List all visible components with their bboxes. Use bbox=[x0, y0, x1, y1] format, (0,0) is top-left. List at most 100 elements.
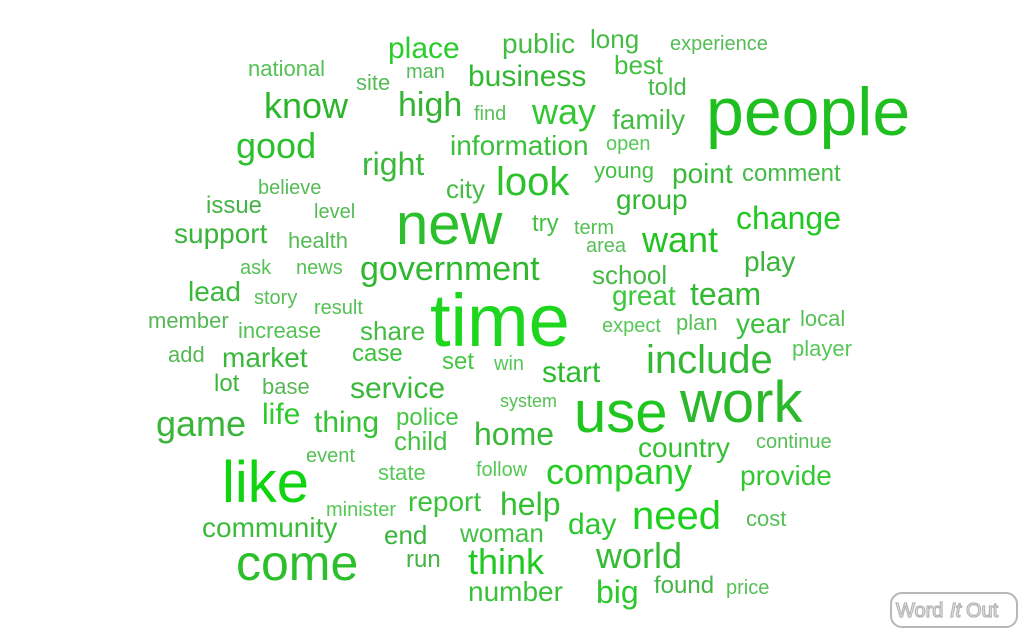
word-like: like bbox=[222, 450, 310, 515]
word-point: point bbox=[672, 158, 733, 189]
word-ask: ask bbox=[240, 257, 272, 279]
word-service: service bbox=[350, 372, 446, 405]
word-try: try bbox=[532, 210, 559, 237]
word-know: know bbox=[264, 85, 349, 126]
word-result: result bbox=[314, 297, 363, 319]
word-expect: expect bbox=[602, 315, 661, 337]
word-work: work bbox=[680, 370, 803, 435]
word-price: price bbox=[726, 577, 770, 599]
word-system: system bbox=[500, 391, 558, 411]
word-company: company bbox=[546, 451, 693, 492]
word-big: big bbox=[596, 574, 639, 610]
word-school: school bbox=[592, 260, 668, 290]
word-lead: lead bbox=[188, 276, 241, 307]
word-right: right bbox=[362, 146, 425, 182]
word-include: include bbox=[646, 338, 773, 382]
word-player: player bbox=[792, 336, 852, 361]
word-market: market bbox=[222, 342, 308, 373]
word-good: good bbox=[236, 125, 317, 166]
word-minister: minister bbox=[326, 499, 397, 521]
word-think: think bbox=[468, 541, 545, 582]
word-change: change bbox=[736, 200, 841, 236]
word-police: police bbox=[396, 404, 459, 431]
word-home: home bbox=[474, 416, 555, 452]
word-world: world bbox=[596, 535, 683, 576]
word-child: child bbox=[394, 426, 448, 456]
word-story: story bbox=[254, 287, 298, 309]
word-best: best bbox=[614, 50, 664, 80]
word-community: community bbox=[202, 512, 338, 543]
word-high: high bbox=[398, 86, 463, 124]
word-long: long bbox=[590, 24, 640, 54]
word-group: group bbox=[616, 184, 688, 215]
word-provide: provide bbox=[740, 460, 832, 491]
word-believe: believe bbox=[258, 177, 322, 199]
logo-it-text: It bbox=[950, 600, 963, 622]
word-country: country bbox=[638, 432, 730, 463]
word-member: member bbox=[148, 308, 229, 333]
word-find: find bbox=[474, 103, 507, 125]
word-play: play bbox=[744, 246, 796, 277]
word-continue: continue bbox=[756, 431, 832, 453]
word-life: life bbox=[262, 398, 301, 431]
word-health: health bbox=[288, 228, 348, 253]
logo-word-text: Word bbox=[896, 600, 943, 622]
word-issue: issue bbox=[206, 192, 263, 219]
word-set: set bbox=[442, 348, 475, 375]
word-follow: follow bbox=[476, 459, 528, 481]
word-site: site bbox=[356, 70, 391, 95]
word-experience: experience bbox=[670, 33, 768, 55]
word-family: family bbox=[612, 104, 686, 135]
word-start: start bbox=[542, 356, 601, 389]
word-level: level bbox=[314, 201, 356, 223]
word-plan: plan bbox=[676, 310, 718, 335]
word-new: new bbox=[396, 192, 503, 257]
word-area: area bbox=[586, 235, 627, 257]
word-way: way bbox=[532, 91, 597, 132]
word-run: run bbox=[406, 546, 441, 573]
word-add: add bbox=[168, 342, 205, 367]
word-base: base bbox=[262, 374, 310, 399]
word-event: event bbox=[306, 445, 355, 467]
word-place: place bbox=[388, 32, 460, 65]
word-public: public bbox=[502, 28, 576, 59]
word-case: case bbox=[352, 340, 403, 367]
word-man: man bbox=[406, 61, 445, 83]
word-support: support bbox=[174, 218, 268, 249]
logo-wordmark: Word It Out bbox=[895, 599, 999, 622]
word-increase: increase bbox=[238, 318, 322, 343]
word-help: help bbox=[500, 486, 561, 522]
word-share: share bbox=[360, 316, 426, 346]
word-national: national bbox=[248, 56, 326, 81]
word-local: local bbox=[800, 306, 846, 331]
word-business: business bbox=[468, 60, 587, 93]
word-great: great bbox=[612, 280, 676, 311]
word-term: term bbox=[574, 217, 614, 239]
word-people: people bbox=[706, 74, 911, 150]
word-look: look bbox=[496, 160, 570, 204]
word-end: end bbox=[384, 520, 428, 550]
word-day: day bbox=[568, 508, 617, 541]
word-come: come bbox=[236, 535, 359, 591]
word-number: number bbox=[468, 576, 563, 607]
word-time: time bbox=[430, 279, 570, 362]
word-comment: comment bbox=[742, 160, 841, 187]
word-information: information bbox=[450, 130, 589, 161]
word-lot: lot bbox=[214, 370, 240, 397]
word-win: win bbox=[494, 353, 525, 375]
word-team: team bbox=[690, 276, 762, 312]
word-report: report bbox=[408, 486, 482, 517]
logo-out-text: Out bbox=[966, 600, 999, 622]
word-found: found bbox=[654, 572, 715, 599]
word-use: use bbox=[574, 380, 668, 445]
word-year: year bbox=[736, 308, 791, 339]
word-open: open bbox=[606, 133, 651, 155]
word-city: city bbox=[446, 174, 485, 204]
word-woman: woman bbox=[460, 518, 544, 548]
word-young: young bbox=[594, 158, 654, 183]
word-state: state bbox=[378, 460, 426, 485]
word-want: want bbox=[642, 219, 719, 260]
word-game: game bbox=[156, 403, 247, 444]
word-government: government bbox=[360, 250, 540, 288]
